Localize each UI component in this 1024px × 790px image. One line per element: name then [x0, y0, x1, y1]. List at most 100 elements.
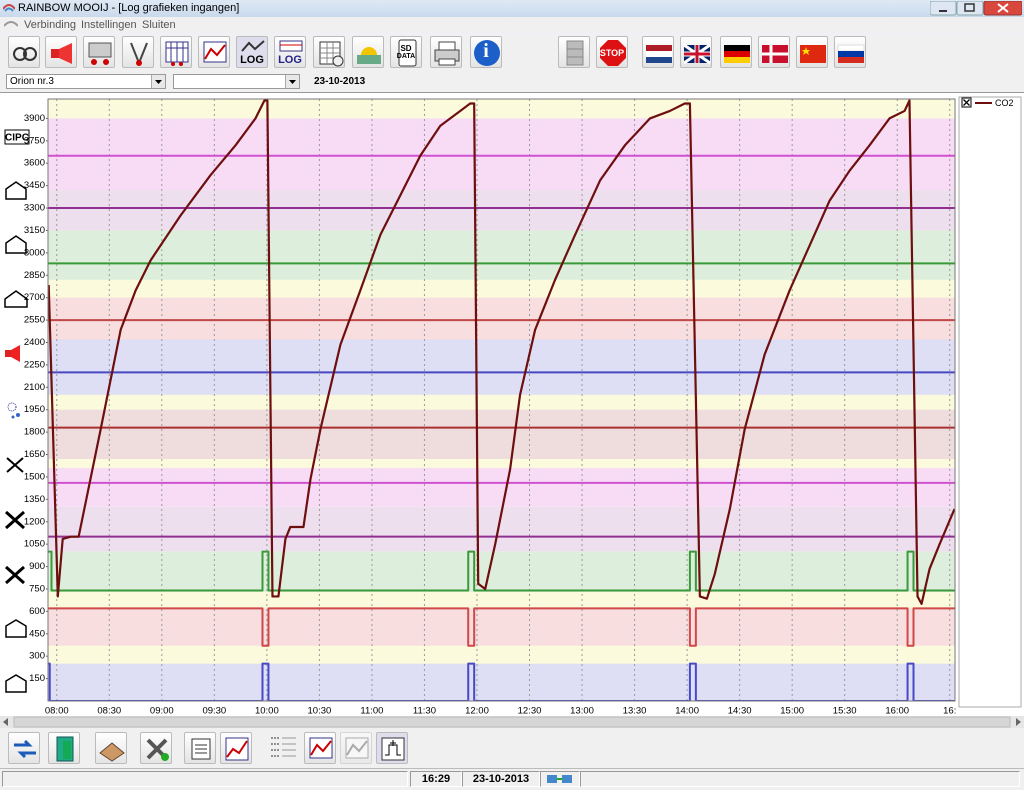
toolbar-button[interactable]	[95, 732, 127, 764]
y-tick-label: 2250	[24, 359, 45, 370]
plot-frame	[47, 98, 956, 702]
y-tick-label: 3750	[24, 135, 45, 146]
x-tick-label: 08:30	[97, 706, 121, 717]
flag-button[interactable]	[758, 36, 790, 68]
y-tick-label: 3600	[24, 158, 45, 169]
y-tick-label: 2700	[24, 292, 45, 303]
toolbar-button[interactable]	[140, 732, 172, 764]
toolbar-button[interactable]	[160, 36, 192, 68]
y-tick-label: 3450	[24, 180, 45, 191]
y-tick-label: 300	[29, 651, 45, 662]
window-controls[interactable]	[930, 1, 1022, 16]
button-label: LOG	[240, 54, 264, 66]
app-icon	[3, 4, 15, 12]
toolbar-button[interactable]	[558, 36, 590, 68]
device-select[interactable]: Orion nr.3	[6, 74, 166, 89]
scrollbar[interactable]	[0, 716, 1024, 728]
toolbar-button[interactable]	[198, 36, 230, 68]
y-tick-label: 2400	[24, 337, 45, 348]
flag-button[interactable]	[796, 36, 828, 68]
menu-item[interactable]: Instellingen	[81, 19, 137, 31]
connection-indicator	[540, 771, 580, 787]
y-tick-label: 1650	[24, 449, 45, 460]
chart: CIPC CO2 08:00 08:30 09:00 09:30 10:00 10:30 1…	[4, 96, 1022, 717]
legend: CO2	[958, 96, 1022, 708]
x-tick-label: 16:00	[885, 706, 909, 717]
chart-panel: CIPC CO2 08:00 08:30 09:00 09:30 10:00 10:30 1…	[0, 92, 1024, 718]
button-label: i	[483, 40, 489, 62]
toolbar-button[interactable]	[340, 732, 372, 764]
band	[48, 551, 955, 592]
x-tick-label: 09:00	[150, 706, 174, 717]
x-tick-label: 12:00	[465, 706, 489, 717]
x-tick-label: 14:00	[675, 706, 699, 717]
toolbar-button[interactable]	[48, 732, 80, 764]
x-tick-label: 11:00	[360, 706, 383, 717]
toolbar-button[interactable]	[220, 732, 252, 764]
y-tick-label: 1200	[24, 516, 45, 527]
button-label: LOG	[278, 54, 302, 66]
series-line	[48, 607, 955, 647]
status-time: 16:29	[410, 771, 462, 787]
band	[48, 190, 955, 231]
chart-date: 23-10-2013	[314, 76, 366, 87]
y-tick-label: 750	[29, 583, 45, 594]
series-line	[48, 550, 955, 592]
button-label: DATA	[396, 53, 416, 60]
toolbar-button[interactable]	[122, 36, 154, 68]
toolbar-button[interactable]: LOG	[236, 36, 268, 68]
band	[48, 409, 955, 460]
window-title: RAINBOW MOOIJ - [Log grafieken ingangen]	[18, 2, 240, 14]
toolbar-button[interactable]	[352, 36, 384, 68]
x-tick-label: 14:30	[728, 706, 752, 717]
y-tick-label: 1800	[24, 427, 45, 438]
toolbar-button[interactable]	[268, 732, 300, 764]
x-tick-label: 13:00	[570, 706, 594, 717]
band	[48, 608, 955, 646]
y-tick-label: 450	[29, 628, 45, 639]
band	[48, 467, 955, 507]
flag-button[interactable]	[680, 36, 712, 68]
y-tick-label: 2850	[24, 270, 45, 281]
toolbar-button[interactable]: SD DATA	[390, 36, 422, 68]
toolbar-button[interactable]: STOP	[596, 36, 628, 68]
band	[48, 297, 955, 340]
side-icons: CIPC	[4, 129, 30, 693]
toolbar-button[interactable]	[8, 732, 40, 764]
y-tick-label: 900	[29, 561, 45, 572]
toolbar-button[interactable]	[8, 36, 40, 68]
x-tick-label: 10:00	[255, 706, 279, 717]
toolbar-button[interactable]	[45, 36, 77, 68]
y-tick-label: 3900	[24, 113, 45, 124]
band	[48, 339, 955, 395]
x-tick-label: 13:30	[623, 706, 647, 717]
y-tick-label: 1950	[24, 404, 45, 415]
button-label: SD	[400, 44, 412, 53]
flag-button[interactable]	[834, 36, 866, 68]
status-date: 23-10-2013	[462, 771, 540, 787]
channel-select[interactable]	[173, 74, 300, 89]
x-tick-label: 09:30	[202, 706, 226, 717]
y-tick-label: 2550	[24, 315, 45, 326]
toolbar-button[interactable]	[304, 732, 336, 764]
flag-button[interactable]	[720, 36, 752, 68]
band	[48, 118, 955, 191]
x-tick-label: 12:30	[518, 706, 542, 717]
toolbar-button[interactable]	[376, 732, 408, 764]
plot-area	[46, 98, 956, 702]
menu-bar: Verbinding Instellingen Sluiten	[0, 17, 1024, 33]
toolbar-button[interactable]: i	[470, 36, 502, 68]
toolbar-button[interactable]: LOG	[274, 36, 306, 68]
toolbar-button[interactable]	[430, 36, 462, 68]
status-bar: 16:29 23-10-2013	[0, 768, 1024, 790]
title-bar: RAINBOW MOOIJ - [Log grafieken ingangen]	[0, 0, 1024, 17]
menu-item[interactable]: Verbinding	[24, 19, 76, 31]
toolbar-button[interactable]	[184, 732, 216, 764]
menu-item[interactable]: Sluiten	[142, 19, 176, 31]
toolbar-button[interactable]	[83, 36, 115, 68]
y-tick-label: 2100	[24, 382, 45, 393]
toolbar-button[interactable]	[313, 36, 345, 68]
flag-button[interactable]	[642, 36, 674, 68]
x-tick-label: 08:00	[45, 706, 69, 717]
y-tick-label: 1500	[24, 471, 45, 482]
